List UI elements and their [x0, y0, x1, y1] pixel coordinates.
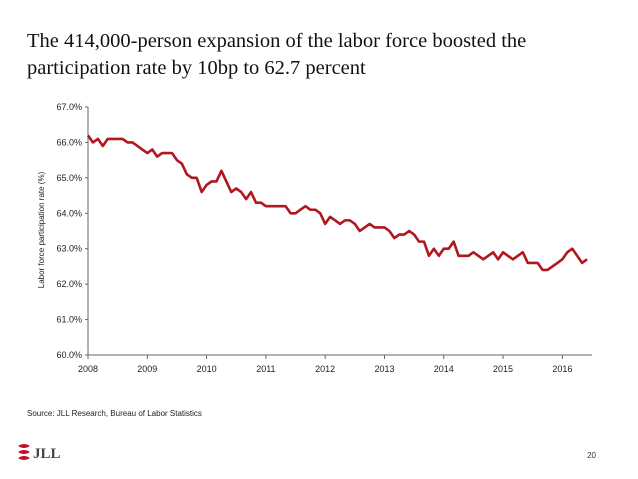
x-tick-label: 2010: [197, 364, 217, 374]
source: Source: JLL Research, Bureau of Labor St…: [27, 409, 202, 418]
x-tick-label: 2015: [493, 364, 513, 374]
y-axis-label: Labor force participation rate (%): [37, 171, 46, 288]
x-tick-label: 2008: [78, 364, 98, 374]
logo-mark: [18, 444, 30, 460]
title-line: participation rate by 10bp to 62.7 perce…: [27, 57, 366, 79]
x-tick-label: 2016: [552, 364, 572, 374]
data-line: [86, 134, 588, 272]
logo-text: JLL: [33, 446, 61, 462]
y-tick-label: 67.0%: [56, 102, 82, 112]
x-tick-label: 2011: [256, 364, 275, 374]
y-tick-label: 61.0%: [56, 315, 82, 325]
title-line: The 414,000-person expansion of the labo…: [27, 30, 526, 52]
y-tick-label: 66.0%: [56, 137, 82, 147]
y-tick-label: 63.0%: [56, 244, 82, 254]
y-tick-label: 65.0%: [56, 173, 82, 183]
x-tick-label: 2013: [374, 364, 394, 374]
x-tick-label: 2009: [137, 364, 157, 374]
logo: JLL: [18, 444, 61, 462]
x-tick-label: 2012: [315, 364, 335, 374]
y-tick-label: 62.0%: [56, 279, 82, 289]
page-number: 20: [587, 451, 596, 460]
y-tick-label: 64.0%: [56, 208, 82, 218]
y-tick-label: 60.0%: [56, 350, 82, 360]
x-tick-label: 2014: [434, 364, 454, 374]
